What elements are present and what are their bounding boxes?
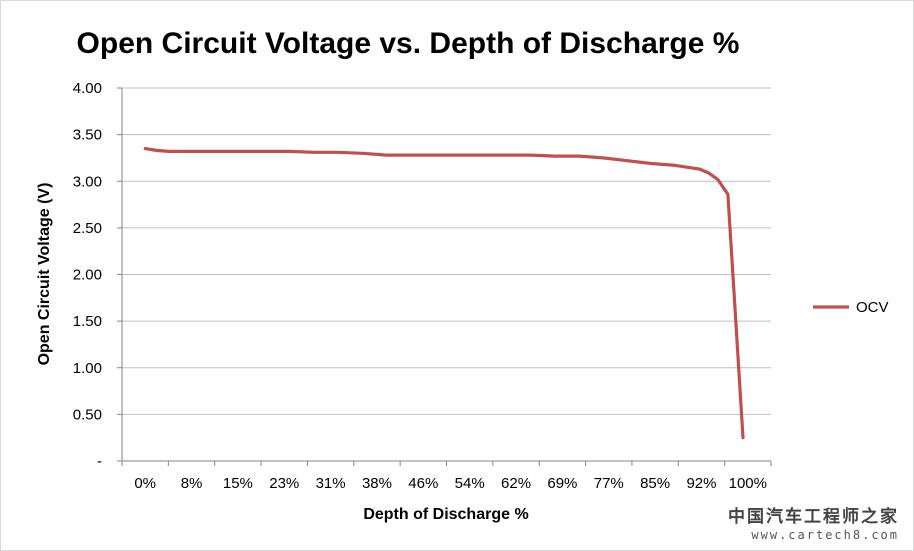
y-tick-label: 1.00 xyxy=(73,360,102,377)
x-tick-label: 31% xyxy=(316,475,346,492)
y-tick-label: 2.00 xyxy=(73,267,102,284)
x-tick-label: 0% xyxy=(134,475,156,492)
x-tick-label: 77% xyxy=(594,475,624,492)
x-tick-labels: 0% 8% 15% 23% 31% 38% 46% 54% 62% 69% 77% 85% 92% 100… xyxy=(134,475,767,492)
y-axis-title: Open Circuit Voltage (V) xyxy=(36,183,53,366)
watermark-url: www.cartech8.com xyxy=(751,527,899,542)
gridlines xyxy=(122,87,771,415)
x-axis-title: Depth of Discharge % xyxy=(363,506,528,523)
watermark-site-name: 中国汽车工程师之家 xyxy=(728,507,899,528)
x-tick-label: 69% xyxy=(547,475,577,492)
x-tick-label: 38% xyxy=(362,475,392,492)
x-tick-label: 46% xyxy=(408,475,438,492)
x-tick-label: 8% xyxy=(181,475,203,492)
y-tick-label: 2.50 xyxy=(73,220,102,237)
chart-title: Open Circuit Voltage vs. Depth of Discha… xyxy=(77,27,740,60)
x-tick-label: 85% xyxy=(640,475,670,492)
y-tick-label: 0.50 xyxy=(73,406,102,423)
y-tick-label: 4.00 xyxy=(73,80,102,97)
axes xyxy=(117,87,772,466)
legend-label-ocv: OCV xyxy=(856,299,889,316)
y-tick-label: - xyxy=(97,453,102,470)
x-tick-label: 62% xyxy=(501,475,531,492)
y-tick-labels: - 0.50 1.00 1.50 2.00 2.50 3.00 3.50 4.00 xyxy=(73,80,102,470)
x-tick-label: 100% xyxy=(729,475,767,492)
series-line-ocv xyxy=(143,147,745,440)
y-tick-label: 3.00 xyxy=(73,173,102,190)
watermark: 中国汽车工程师之家 www.cartech8.com xyxy=(728,507,899,542)
x-tick-label: 54% xyxy=(455,475,485,492)
x-tick-label: 15% xyxy=(223,475,253,492)
series-layer xyxy=(143,147,745,440)
y-tick-label: 1.50 xyxy=(73,313,102,330)
legend: OCV xyxy=(813,299,889,316)
y-tick-label: 3.50 xyxy=(73,127,102,144)
x-tick-label: 92% xyxy=(686,475,716,492)
x-tick-label: 23% xyxy=(269,475,299,492)
